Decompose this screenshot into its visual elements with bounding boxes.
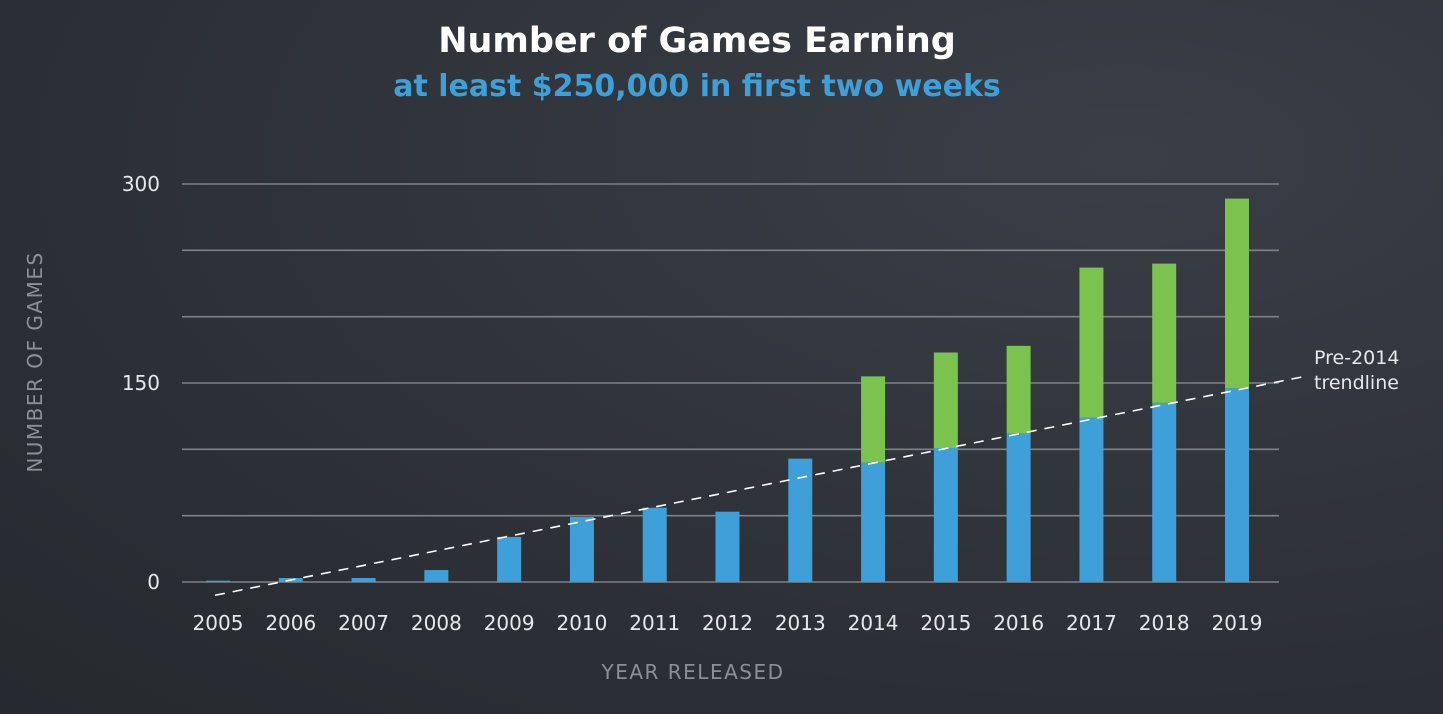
x-tick-label: 2010 (556, 611, 607, 635)
x-tick-label: 2014 (848, 611, 899, 635)
bar-2018-segment-1 (1152, 402, 1177, 582)
x-tick-label: 2012 (702, 611, 753, 635)
x-tick-label: 2013 (775, 611, 826, 635)
x-tick-label: 2018 (1139, 611, 1190, 635)
x-tick-label: 2015 (920, 611, 971, 635)
bar-2009-segment-1 (497, 536, 522, 582)
bar-2016-segment-2 (1006, 345, 1031, 434)
bar-2010-segment-1 (569, 516, 594, 582)
bar-2011-segment-1 (642, 507, 667, 582)
bar-2014-segment-1 (861, 462, 886, 582)
bar-2008-segment-1 (424, 570, 449, 582)
trendline-label-line1: Pre-2014 (1314, 347, 1399, 369)
bar-2017-segment-2 (1079, 267, 1104, 418)
bar-2012-segment-1 (715, 511, 740, 582)
x-tick-label: 2016 (993, 611, 1044, 635)
bar-2018-segment-2 (1152, 263, 1177, 403)
bar-2015-segment-2 (933, 352, 958, 449)
y-tick-label: 300 (122, 172, 160, 196)
x-tick-label: 2019 (1212, 611, 1263, 635)
bars (206, 198, 1249, 582)
bar-2005-segment-1 (206, 580, 230, 582)
trendline-label-line2: trendline (1314, 372, 1399, 394)
bar-2016-segment-1 (1006, 433, 1031, 582)
x-tick-label: 2005 (193, 611, 244, 635)
x-tick-label: 2017 (1066, 611, 1117, 635)
bar-2019-segment-2 (1225, 198, 1249, 389)
y-axis-ticks: 0 150 300 (122, 172, 160, 594)
x-tick-label: 2006 (265, 611, 316, 635)
bar-2013-segment-1 (788, 458, 813, 582)
chart-subtitle: at least $250,000 in first two weeks (393, 69, 1001, 104)
x-tick-label: 2007 (338, 611, 389, 635)
x-tick-label: 2008 (411, 611, 462, 635)
bar-2015-segment-1 (933, 448, 958, 582)
y-tick-label: 0 (147, 570, 160, 594)
y-tick-label: 150 (122, 371, 160, 395)
chart-title: Number of Games Earning (438, 21, 956, 61)
bar-2019-segment-1 (1225, 388, 1249, 582)
trendline (214, 375, 1306, 597)
bar-2017-segment-1 (1079, 417, 1104, 582)
x-tick-label: 2011 (629, 611, 680, 635)
bar-2014-segment-2 (861, 376, 886, 463)
bar-2007-segment-1 (351, 578, 376, 582)
x-axis-ticks: 2005 2006 2007 2008 2009 2010 2011 2012 2013 2014… (193, 611, 1263, 635)
gridlines (182, 183, 1279, 583)
x-tick-label: 2009 (484, 611, 535, 635)
x-axis-label: YEAR RELEASED (600, 660, 784, 684)
trendline-line (214, 375, 1306, 597)
y-axis-label: NUMBER OF GAMES (23, 251, 47, 472)
